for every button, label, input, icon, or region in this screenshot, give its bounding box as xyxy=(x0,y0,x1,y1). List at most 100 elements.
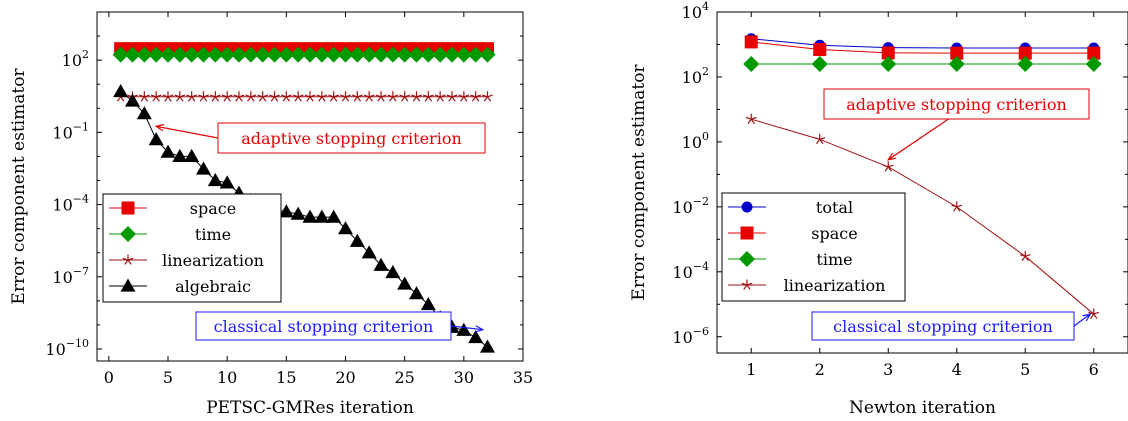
series-line-total xyxy=(751,38,1094,49)
data-point-linearization xyxy=(745,113,757,125)
data-point-time xyxy=(880,56,897,73)
legend-marker xyxy=(741,201,753,213)
data-point-algebraic xyxy=(397,276,413,290)
annotation-arrowhead xyxy=(474,325,485,333)
legend-label: linearization xyxy=(162,251,264,270)
data-point-time xyxy=(948,56,965,73)
data-point-linearization xyxy=(245,91,257,102)
right-chart: 1 2 3 4 5 6 10−6 10−4 10−2 100 102 104 Newton iterat… xyxy=(629,0,1128,418)
x-tick-label: 6 xyxy=(1089,360,1099,379)
annotation-text: classical stopping criterion xyxy=(833,317,1053,336)
data-point-linearization xyxy=(399,91,411,102)
y-tick-label: 10−1 xyxy=(52,120,89,142)
annotation-box xyxy=(217,122,486,154)
data-point-algebraic xyxy=(196,161,211,175)
legend-marker xyxy=(739,251,755,267)
data-point-algebraic xyxy=(113,83,129,98)
data-point-linearization xyxy=(174,91,186,102)
data-point-algebraic xyxy=(172,148,188,163)
y-tick-label: 10−4 xyxy=(52,193,89,215)
data-point-algebraic xyxy=(314,209,330,223)
data-point-time xyxy=(242,46,259,63)
data-point-linearization xyxy=(233,91,245,102)
x-tick-label: 1 xyxy=(746,360,756,379)
annotation-box xyxy=(811,311,1075,341)
data-point-time xyxy=(136,46,153,63)
data-point-algebraic xyxy=(468,329,484,344)
data-point-linearization xyxy=(470,91,482,102)
data-point-linearization xyxy=(340,91,351,102)
data-point-time xyxy=(266,46,283,63)
data-point-linearization xyxy=(198,91,209,102)
data-point-algebraic xyxy=(125,93,140,107)
y-tick-label: 10−7 xyxy=(52,265,89,287)
data-point-algebraic xyxy=(456,322,472,336)
annotation-box xyxy=(823,88,1090,120)
plot-frame xyxy=(716,11,1128,354)
data-point-time xyxy=(337,46,354,63)
data-point-time xyxy=(396,46,413,63)
data-point-time xyxy=(313,46,330,63)
legend-label: time xyxy=(816,250,852,269)
data-point-linearization xyxy=(328,91,340,102)
data-point-linearization xyxy=(387,91,399,102)
data-point-linearization xyxy=(882,161,894,172)
series-line-linearization xyxy=(751,118,1095,315)
data-point-linearization xyxy=(186,91,198,102)
data-point-linearization xyxy=(446,91,458,102)
data-point-algebraic xyxy=(409,286,424,300)
data-point-linearization xyxy=(411,91,422,102)
series-line-space xyxy=(751,41,1094,54)
annotation-box xyxy=(195,311,452,341)
x-tick-label: 20 xyxy=(335,368,355,387)
data-point-linearization xyxy=(951,201,963,212)
annotation-arrowhead xyxy=(1082,313,1092,322)
annotation-arrow xyxy=(450,325,483,331)
data-point-time xyxy=(408,46,425,63)
x-tick-label: 15 xyxy=(276,368,296,387)
legend-marker xyxy=(121,201,135,215)
legend-marker xyxy=(122,254,134,265)
y-tick-label: 102 xyxy=(682,65,709,87)
data-point-algebraic xyxy=(420,297,436,311)
x-tick-label: 0 xyxy=(104,368,114,387)
annotation-arrow xyxy=(887,118,949,161)
legend-label: algebraic xyxy=(175,277,251,296)
data-point-algebraic xyxy=(219,175,235,189)
y-tick-label: 102 xyxy=(62,48,89,70)
data-point-space xyxy=(744,35,758,49)
y-tick-label: 10−4 xyxy=(672,260,709,282)
legend-marker xyxy=(120,226,136,242)
data-point-time xyxy=(384,46,401,63)
y-tick-label: 10−6 xyxy=(672,325,709,347)
data-point-time xyxy=(195,46,212,63)
x-tick-label: 10 xyxy=(217,368,237,387)
data-point-linearization xyxy=(304,91,316,102)
data-point-algebraic xyxy=(184,148,200,163)
y-axis-label: Error component estimator xyxy=(9,68,29,305)
data-point-time xyxy=(467,46,484,63)
legend-box xyxy=(721,192,906,302)
data-point-time xyxy=(349,46,366,63)
x-axis-label: PETSC-GMRes iteration xyxy=(206,398,414,418)
data-point-time xyxy=(743,56,760,73)
data-point-linearization xyxy=(150,91,162,102)
data-point-time xyxy=(811,56,828,73)
data-point-linearization xyxy=(363,91,375,102)
data-point-algebraic xyxy=(148,132,164,146)
data-point-time xyxy=(124,46,141,63)
annotation-text: adaptive stopping criterion xyxy=(241,129,462,148)
data-point-time xyxy=(455,46,472,63)
data-point-algebraic xyxy=(480,339,495,353)
data-point-linearization xyxy=(458,91,470,102)
x-tick-label: 2 xyxy=(815,360,825,379)
x-tick-label: 25 xyxy=(394,368,414,387)
data-point-linearization xyxy=(814,133,826,145)
data-point-time xyxy=(302,46,318,63)
data-point-linearization xyxy=(422,91,434,102)
data-point-algebraic xyxy=(338,221,353,235)
data-point-linearization xyxy=(375,91,387,102)
x-tick-label: 30 xyxy=(454,368,474,387)
data-point-time xyxy=(278,46,295,63)
